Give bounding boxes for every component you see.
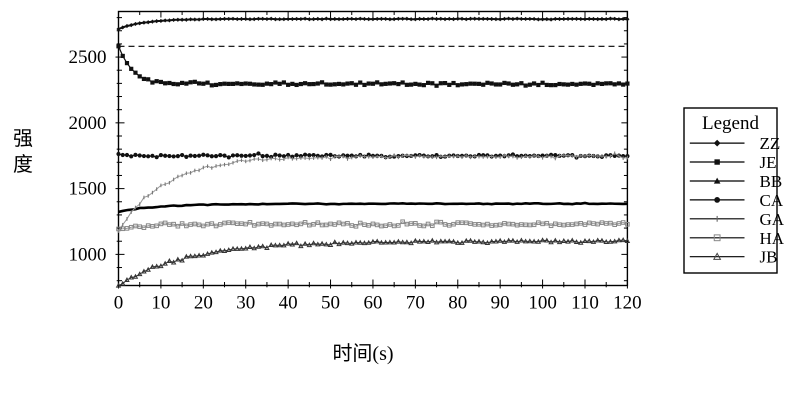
svg-text:50: 50 [321, 293, 340, 314]
svg-text:Legend: Legend [702, 113, 759, 134]
svg-text:1000: 1000 [69, 244, 107, 265]
svg-text:JB: JB [760, 248, 778, 267]
svg-text:120: 120 [613, 293, 642, 314]
svg-text:30: 30 [236, 293, 255, 314]
svg-text:20: 20 [194, 293, 213, 314]
svg-text:HA: HA [760, 229, 785, 248]
svg-text:0: 0 [114, 293, 124, 314]
svg-text:90: 90 [491, 293, 510, 314]
svg-text:70: 70 [406, 293, 425, 314]
svg-text:JE: JE [760, 153, 777, 172]
svg-text:80: 80 [448, 293, 467, 314]
svg-text:CA: CA [760, 191, 784, 210]
svg-text:10: 10 [151, 293, 170, 314]
svg-text:40: 40 [279, 293, 298, 314]
svg-text:BB: BB [760, 172, 783, 191]
svg-text:ZZ: ZZ [760, 134, 781, 153]
svg-text:GA: GA [760, 210, 785, 229]
svg-text:1500: 1500 [69, 179, 107, 200]
svg-text:2500: 2500 [69, 47, 107, 68]
svg-text:60: 60 [363, 293, 382, 314]
svg-text:100: 100 [528, 293, 557, 314]
svg-text:110: 110 [571, 293, 599, 314]
svg-text:2000: 2000 [69, 113, 107, 134]
